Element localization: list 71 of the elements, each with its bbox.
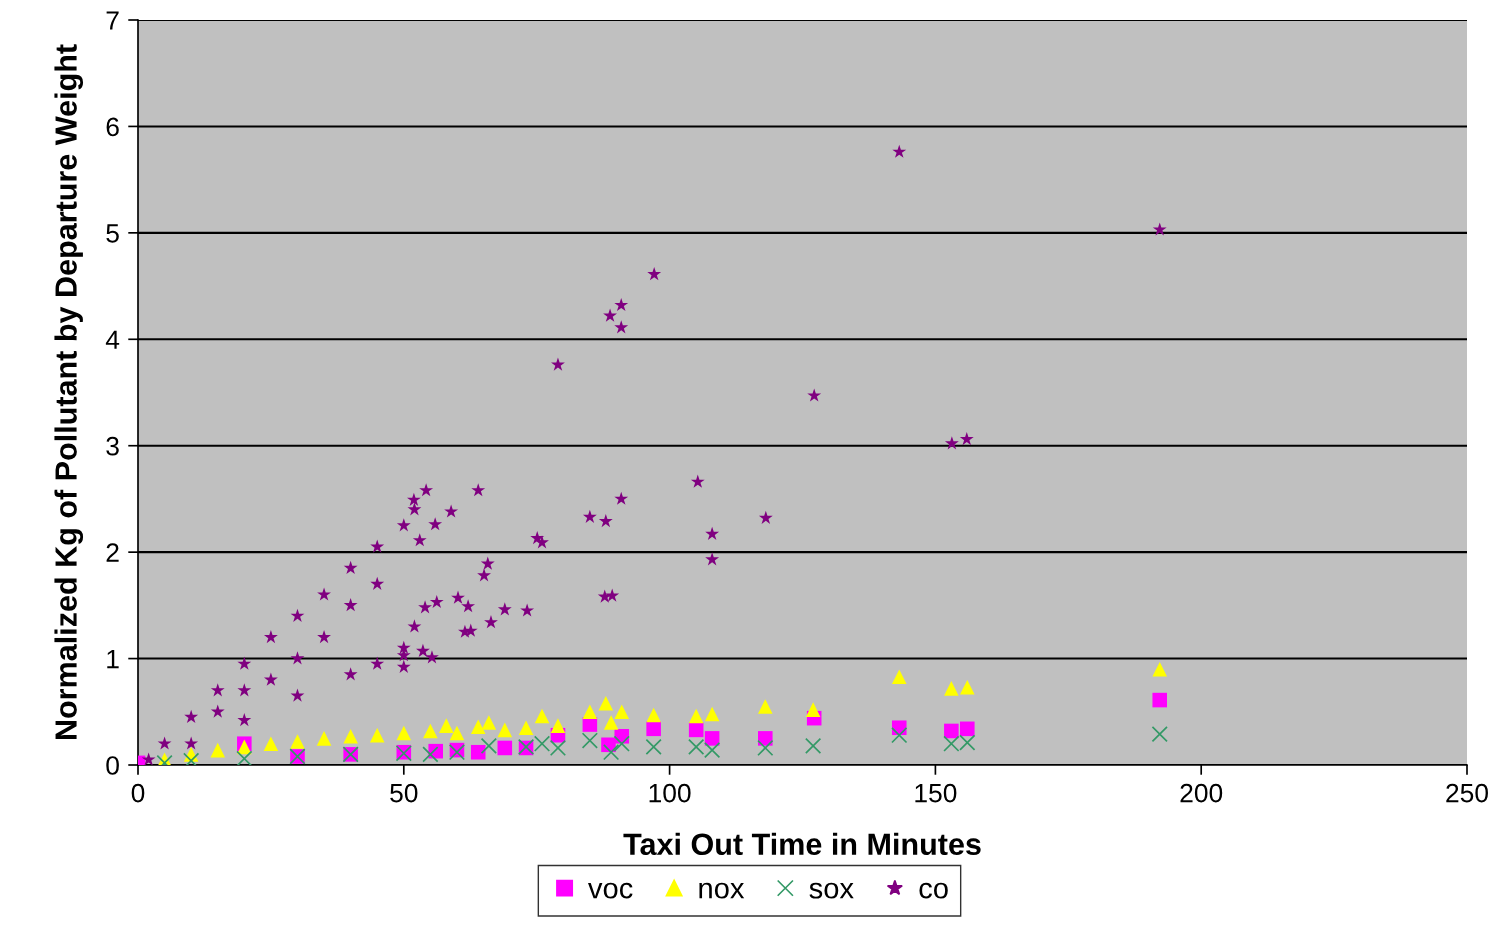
- point: [422, 746, 439, 763]
- point: [603, 715, 619, 730]
- point: [290, 734, 305, 749]
- point: [891, 669, 907, 684]
- point: [550, 718, 566, 733]
- point: [549, 739, 567, 757]
- point: [497, 740, 513, 756]
- point: [449, 725, 465, 741]
- point: [688, 708, 704, 724]
- x-tick-label: 0: [131, 783, 145, 803]
- x-tick-label: 200: [1180, 783, 1223, 803]
- point: [236, 750, 253, 765]
- y-tick-label: 4: [105, 330, 120, 349]
- point: [369, 727, 385, 743]
- point: [1151, 726, 1168, 743]
- point: [758, 699, 773, 714]
- point: [645, 738, 662, 756]
- x-axis-title: Taxi Out Time in Minutes: [623, 832, 981, 856]
- point: [470, 744, 486, 760]
- y-axis-title: Normalized Kg of Pollutant by Departure Weight: [54, 44, 84, 740]
- point: [534, 708, 550, 724]
- y-tick-label: 7: [106, 11, 119, 30]
- point: [481, 715, 497, 730]
- point: [805, 737, 822, 754]
- point: [944, 681, 959, 696]
- legend-label: sox: [809, 882, 854, 899]
- x-tick-label: 100: [649, 783, 691, 803]
- point: [614, 704, 630, 720]
- legend-label: voc: [588, 882, 633, 899]
- point: [944, 723, 959, 739]
- point: [237, 739, 252, 755]
- point: [613, 735, 630, 752]
- y-tick-label: 0: [106, 756, 119, 775]
- point: [1152, 661, 1168, 677]
- point: [518, 720, 534, 736]
- point: [439, 718, 454, 733]
- point: [582, 704, 598, 720]
- point: [480, 737, 497, 754]
- point: [960, 680, 975, 695]
- point: [891, 727, 908, 744]
- point: [581, 732, 598, 749]
- point: [603, 744, 620, 761]
- point: [210, 742, 226, 758]
- point: [758, 731, 773, 746]
- x-tick-label: 150: [915, 783, 957, 803]
- legend-label: nox: [699, 882, 745, 899]
- point: [757, 739, 774, 757]
- y-tick-label: 5: [106, 224, 119, 243]
- point: [704, 731, 720, 746]
- point: [423, 723, 438, 739]
- point: [805, 702, 821, 717]
- point: [343, 728, 358, 744]
- x-tick-label: 50: [390, 783, 418, 803]
- point: [396, 725, 412, 741]
- y-tick-label: 1: [107, 649, 119, 669]
- point: [646, 721, 661, 737]
- point: [704, 706, 720, 722]
- point: [646, 707, 661, 723]
- point: [470, 719, 486, 734]
- point: [263, 736, 279, 751]
- y-tick-label: 3: [106, 436, 119, 456]
- point: [1152, 692, 1168, 708]
- point: [497, 722, 513, 738]
- y-tick-label: 2: [106, 543, 119, 562]
- point: [960, 721, 975, 737]
- legend-label: co: [919, 882, 948, 899]
- point: [316, 731, 332, 746]
- point: [688, 722, 704, 738]
- y-tick-label: 6: [106, 117, 119, 137]
- point: [598, 695, 614, 711]
- x-tick-label: 250: [1446, 783, 1488, 803]
